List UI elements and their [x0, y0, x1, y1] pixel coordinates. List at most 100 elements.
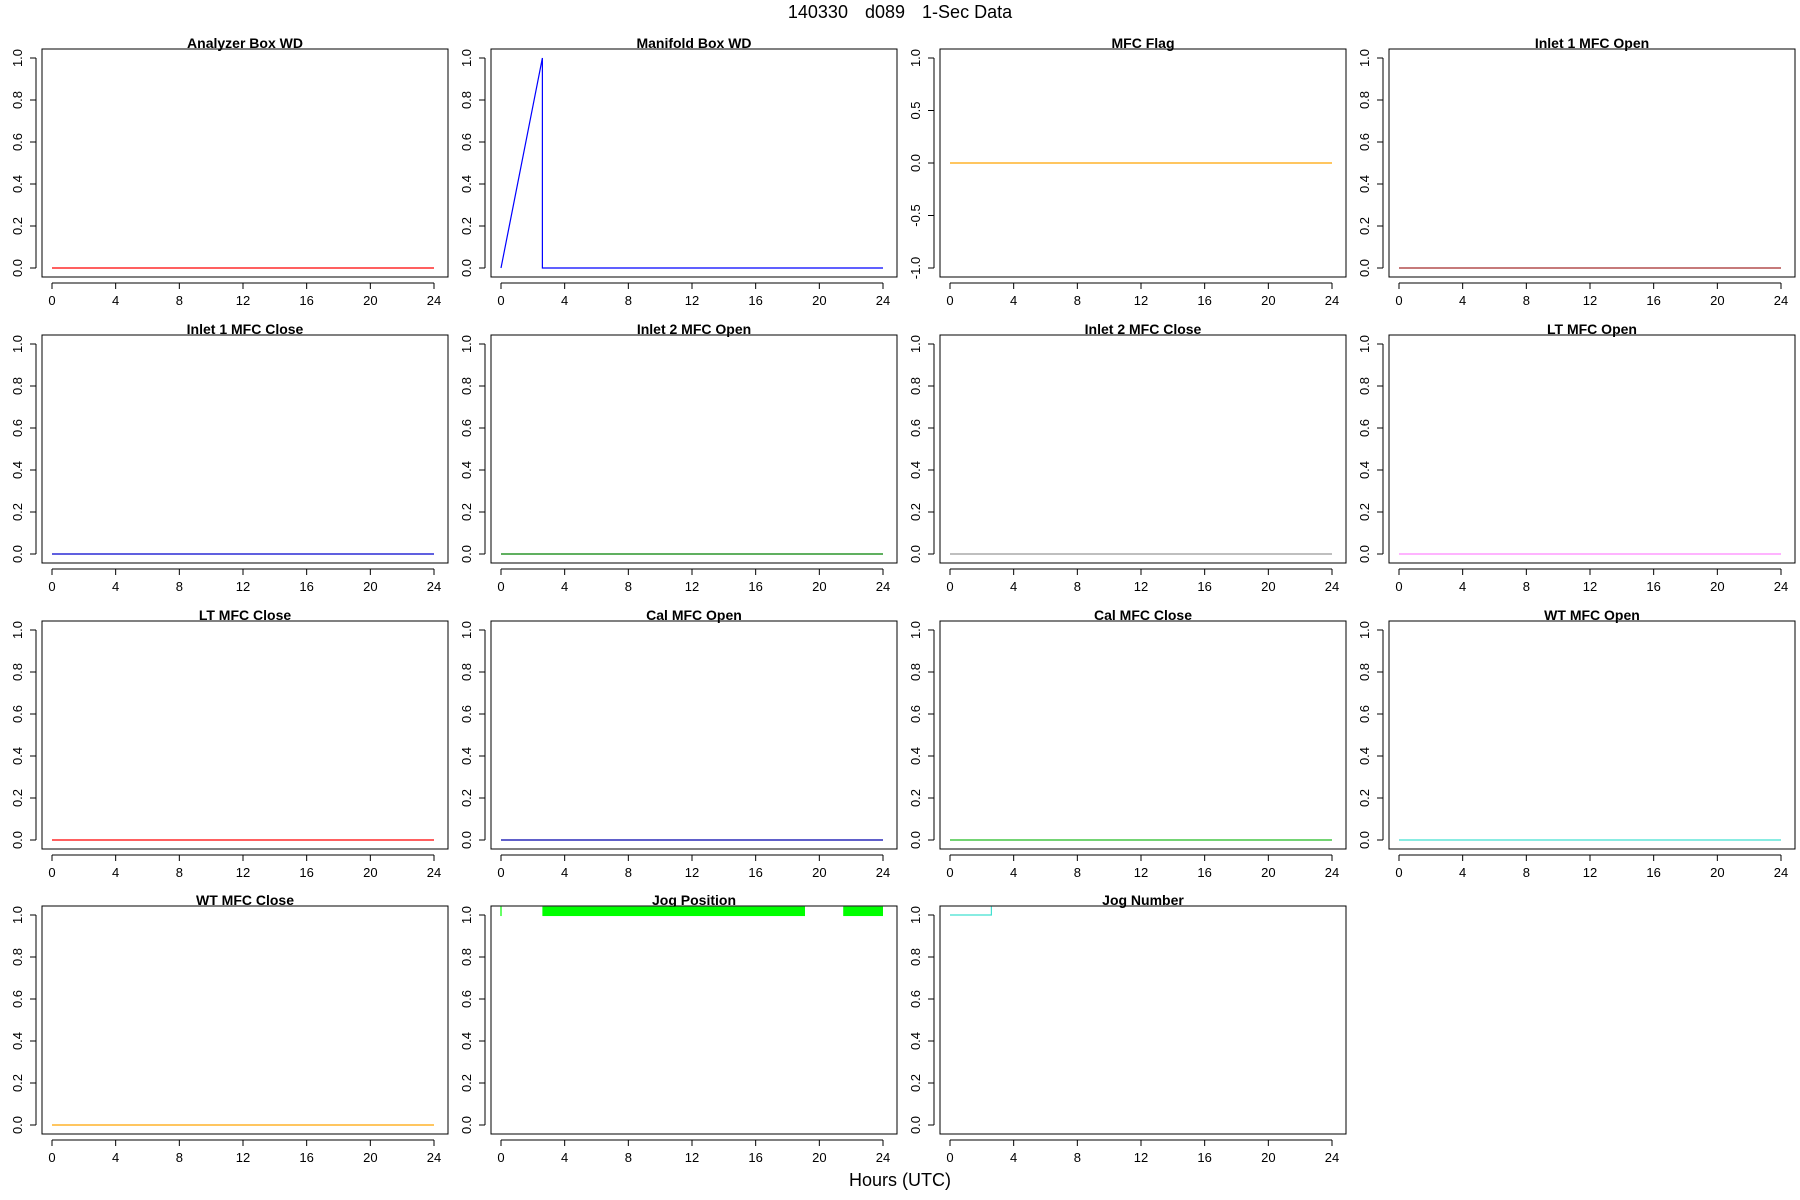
y-tick-label: 0.2	[10, 1074, 25, 1092]
y-tick-label: 0.0	[459, 831, 474, 849]
x-tick-label: 0	[497, 293, 504, 308]
x-tick-label: 12	[685, 293, 699, 308]
x-tick-label: 20	[1710, 865, 1724, 880]
y-tick-label: 0.4	[1357, 747, 1372, 765]
y-tick-label: 0.2	[10, 789, 25, 807]
x-axis: 0 4 8 12 16 20 24	[1395, 568, 1788, 594]
x-tick-label: 16	[299, 1150, 313, 1165]
x-axis: 0 4 8 12 16 20 24	[1395, 282, 1788, 308]
x-axis: 0 4 8 12 16 20 24	[497, 1139, 890, 1165]
plot-frame	[41, 620, 449, 850]
panel-title: Manifold Box WD	[636, 35, 751, 51]
y-tick-label: 0.6	[459, 133, 474, 151]
x-tick-label: 24	[427, 579, 441, 594]
x-tick-label: 8	[176, 865, 183, 880]
y-tick-label: 0.6	[459, 990, 474, 1008]
y-tick-label: 0.6	[10, 133, 25, 151]
y-tick-label: 0.4	[908, 1032, 923, 1050]
x-tick-label: 0	[1395, 293, 1402, 308]
panel-title: MFC Flag	[1112, 35, 1175, 51]
y-tick-label: 0.6	[459, 419, 474, 437]
y-tick-label: 0.8	[459, 948, 474, 966]
x-tick-label: 24	[876, 293, 890, 308]
y-tick-label: 0.0	[459, 1116, 474, 1134]
x-tick-label: 12	[1583, 579, 1597, 594]
x-tick-label: 16	[1197, 1150, 1211, 1165]
x-tick-label: 8	[1074, 293, 1081, 308]
panel-9: LT MFC Close 0 4 8 12 16 20 24 0.0 0.2 0.4 0.6 0.8 1.…	[10, 607, 449, 880]
x-tick-label: 24	[1325, 865, 1339, 880]
x-axis: 0 4 8 12 16 20 24	[48, 568, 441, 594]
y-axis: -1.0 -0.5 0.0 0.5 1.0	[908, 49, 935, 279]
panel-7: Inlet 2 MFC Close 0 4 8 12 16 20 24 0.0 0.2 0.4 0.6…	[908, 321, 1347, 594]
x-tick-label: 8	[176, 579, 183, 594]
panel-title: Analyzer Box WD	[187, 35, 303, 51]
y-tick-label: 0.8	[459, 91, 474, 109]
x-tick-label: 4	[1459, 865, 1466, 880]
x-tick-label: 0	[48, 579, 55, 594]
x-axis: 0 4 8 12 16 20 24	[48, 1139, 441, 1165]
plot-frame	[41, 905, 449, 1135]
x-tick-label: 20	[363, 579, 377, 594]
x-tick-label: 20	[1261, 1150, 1275, 1165]
x-tick-label: 16	[299, 865, 313, 880]
y-tick-label: 0.6	[10, 419, 25, 437]
plot-frame	[939, 334, 1347, 564]
y-tick-label: 0.0	[908, 154, 923, 172]
y-tick-label: 0.4	[459, 461, 474, 479]
y-axis: 0.0 0.2 0.4 0.6 0.8 1.0	[459, 621, 486, 849]
y-tick-label: 1.0	[10, 906, 25, 924]
y-tick-label: 0.0	[10, 1116, 25, 1134]
x-tick-label: 4	[112, 865, 119, 880]
y-tick-label: 0.8	[908, 663, 923, 681]
x-tick-label: 12	[1583, 865, 1597, 880]
panel-1: Analyzer Box WD0 4 8 12 16 20 240.00.20.40.60.…	[10, 35, 449, 308]
x-tick-label: 12	[1583, 293, 1597, 308]
x-tick-label: 16	[748, 865, 762, 880]
y-tick-label: 0.4	[459, 1032, 474, 1050]
x-tick-label: 4	[561, 865, 568, 880]
x-tick-label: 20	[363, 1150, 377, 1165]
y-tick-label: 0.4	[10, 461, 25, 479]
x-tick-label: 12	[1134, 579, 1148, 594]
panel-title: Inlet 1 MFC Close	[187, 321, 304, 337]
panel-3: MFC Flag 0 4 8 12 16 20 24 -1.0 -0.5 0.0 0.5 1.0	[908, 35, 1347, 308]
x-axis: 0 4 8 12 16 20 24	[946, 282, 1339, 308]
y-tick-label: -1.0	[908, 257, 923, 279]
panel-title: WT MFC Open	[1544, 607, 1640, 623]
x-tick-label: 4	[112, 293, 119, 308]
x-tick-label: 4	[1010, 293, 1017, 308]
x-axis-label: Hours (UTC)	[849, 1170, 951, 1190]
y-tick-label: 0.0	[10, 831, 25, 849]
x-tick-label: 4	[112, 1150, 119, 1165]
y-tick-label: 0.4	[908, 747, 923, 765]
panel-title: Inlet 2 MFC Close	[1085, 321, 1202, 337]
x-tick-label: 4	[112, 579, 119, 594]
y-tick-label: 0.4	[1357, 461, 1372, 479]
y-tick-label: 0.8	[459, 663, 474, 681]
plot-frame	[1388, 620, 1796, 850]
x-tick-label: 8	[625, 579, 632, 594]
plot-frame	[490, 905, 898, 1135]
y-tick-label: 0.4	[10, 175, 25, 193]
y-axis: 0.0 0.2 0.4 0.6 0.8 1.0	[10, 49, 37, 277]
x-tick-label: 20	[812, 293, 826, 308]
plot-frame	[1388, 48, 1796, 278]
x-tick-label: 20	[1261, 865, 1275, 880]
y-tick-label: 1.0	[1357, 621, 1372, 639]
panel-5: Inlet 1 MFC Close 0 4 8 12 16 20 24 0.0 0.2 0.4 0.6…	[10, 321, 449, 594]
x-tick-label: 8	[176, 1150, 183, 1165]
y-tick-label: 0.0	[10, 545, 25, 563]
panel-2: Manifold Box WD0 4 8 12 16 20 240.00.20.40.60.…	[459, 35, 898, 308]
y-tick-label: 0.2	[459, 1074, 474, 1092]
plot-frame	[490, 48, 898, 278]
y-axis: 0.0 0.2 0.4 0.6 0.8 1.0	[908, 621, 935, 849]
series-line	[500, 57, 883, 269]
y-axis: 0.0 0.2 0.4 0.6 0.8 1.0	[10, 335, 37, 563]
panel-13: WT MFC Close 0 4 8 12 16 20 24 0.0 0.2 0.4 0.6 0.8 1.…	[10, 892, 449, 1165]
panel-title: Cal MFC Open	[646, 607, 742, 623]
y-tick-label: 1.0	[10, 49, 25, 67]
y-axis: 0.0 0.2 0.4 0.6 0.8 1.0	[1357, 335, 1384, 563]
